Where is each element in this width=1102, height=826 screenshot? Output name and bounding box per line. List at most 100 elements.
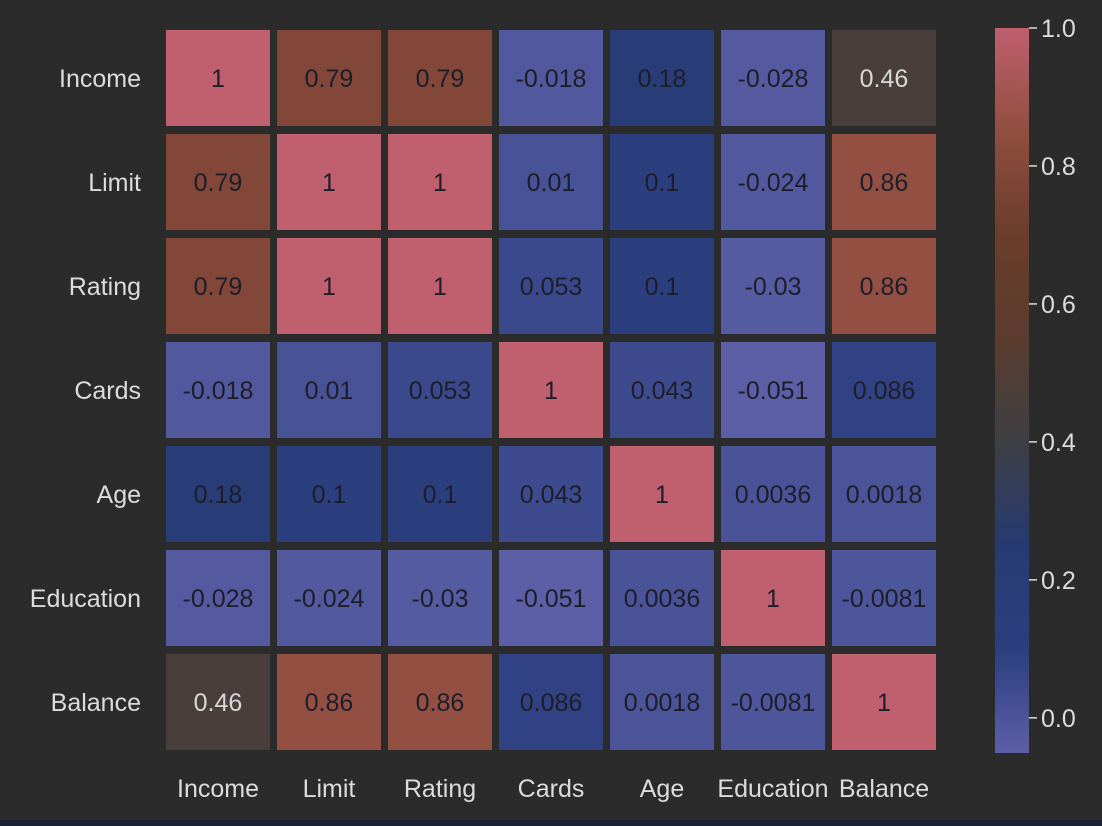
cell-value-label: 0.01 [527,169,576,197]
column-label-income: Income [177,775,259,803]
cell-value-label: 0.86 [860,169,909,197]
cell-value-label: 0.0036 [624,585,700,613]
cell-value-label: -0.0081 [842,585,927,613]
heatmap-cell-income-rating [388,30,492,126]
row-label-cards: Cards [74,377,141,405]
cell-value-label: 0.18 [194,481,243,509]
row-labels: Income Limit Rating Cards Age Education Balanc… [30,65,141,717]
cell-value-label: -0.018 [516,65,587,93]
cell-value-label: 0.053 [520,273,583,301]
colorbar-tick-label: 1.0 [1041,15,1076,43]
heatmap-cell-limit-limit [277,134,381,230]
colorbar-tick-label: 0.6 [1041,291,1076,319]
cell-value-label: 1 [433,273,447,301]
heatmap-cell-rating-limit [277,238,381,334]
window-bottom-strip [0,820,1102,826]
cell-value-label: 0.86 [305,689,354,717]
cell-value-label: 0.1 [645,273,680,301]
colorbar-tick-label: 0.0 [1041,705,1076,733]
heatmap-cell-limit-income [166,134,270,230]
heatmap-cell-age-age [610,446,714,542]
cell-value-label: 0.043 [520,481,583,509]
heatmap-cell-income-cards [499,30,603,126]
cell-value-label: 0.46 [194,689,243,717]
heatmap-cell-balance-age [610,654,714,750]
cell-value-label: 0.79 [305,65,354,93]
cell-value-label: -0.028 [738,65,809,93]
heatmap-cell-cards-income [166,342,270,438]
heatmap-cell-balance-education [721,654,825,750]
heatmap-cell-age-balance [832,446,936,542]
column-label-limit: Limit [303,775,356,803]
heatmap-cell-education-balance [832,550,936,646]
heatmap-cell-limit-rating [388,134,492,230]
cell-value-label: -0.03 [745,273,802,301]
colorbar-tick-label: 0.2 [1041,567,1076,595]
cell-value-label: 1 [433,169,447,197]
heatmap-cell-rating-age [610,238,714,334]
cell-value-label: -0.018 [183,377,254,405]
colorbar: 1.0 0.8 0.6 0.4 0.2 0.0 [995,15,1076,753]
heatmap-cell-cards-age [610,342,714,438]
cell-value-label: -0.028 [183,585,254,613]
column-label-rating: Rating [404,775,476,803]
heatmap-cell-income-age [610,30,714,126]
cell-value-label: -0.051 [738,377,809,405]
cell-value-label: 0.1 [423,481,458,509]
row-label-education: Education [30,585,141,613]
heatmap-cell-age-cards [499,446,603,542]
cell-value-label: 0.1 [312,481,347,509]
heatmap-cell-education-rating [388,550,492,646]
row-label-income: Income [59,65,141,93]
heatmap-cell-balance-rating [388,654,492,750]
cell-value-label: 0.0018 [624,689,700,717]
heatmap-cell-balance-cards [499,654,603,750]
heatmap-cell-balance-income [166,654,270,750]
heatmap-cell-rating-balance [832,238,936,334]
column-label-balance: Balance [839,775,929,803]
row-label-rating: Rating [69,273,141,301]
heatmap-cell-cards-rating [388,342,492,438]
cell-value-label: 0.18 [638,65,687,93]
heatmap-cell-limit-age [610,134,714,230]
heatmap-cell-cards-balance [832,342,936,438]
cell-value-label: 0.79 [194,169,243,197]
heatmap-cell-income-balance [832,30,936,126]
heatmap-cell-education-income [166,550,270,646]
cell-value-label: 1 [322,169,336,197]
heatmap-cell-age-income [166,446,270,542]
heatmap-cell-education-age [610,550,714,646]
heatmap-cell-cards-limit [277,342,381,438]
heatmap-cell-limit-balance [832,134,936,230]
cell-value-label: -0.051 [516,585,587,613]
heatmap-cell-income-education [721,30,825,126]
cell-value-label: -0.024 [294,585,365,613]
heatmap-cell-cards-education [721,342,825,438]
cell-value-label: 0.86 [416,689,465,717]
heatmap-cell-rating-rating [388,238,492,334]
colorbar-tick-label: 0.8 [1041,153,1076,181]
heatmap-cell-rating-income [166,238,270,334]
colorbar-tick-label: 0.4 [1041,429,1076,457]
row-label-age: Age [97,481,141,509]
heatmap-cell-income-limit [277,30,381,126]
heatmap-cell-rating-education [721,238,825,334]
heatmap-cell-age-rating [388,446,492,542]
cell-value-label: -0.024 [738,169,809,197]
row-label-limit: Limit [88,169,141,197]
cell-value-label: 1 [322,273,336,301]
heatmap-cell-education-cards [499,550,603,646]
heatmap-cell-limit-cards [499,134,603,230]
heatmap-cell-education-limit [277,550,381,646]
cell-value-label: 0.79 [194,273,243,301]
cell-value-label: 0.0018 [846,481,922,509]
cell-value-label: -0.0081 [731,689,816,717]
column-labels: Income Limit Rating Cards Age Education Balanc… [177,775,929,803]
cell-value-label: 0.86 [860,273,909,301]
heatmap-cell-income-income [166,30,270,126]
heatmap-cell-rating-cards [499,238,603,334]
cell-value-label: -0.03 [412,585,469,613]
cell-value-label: 0.086 [520,689,583,717]
heatmap-cell-balance-balance [832,654,936,750]
